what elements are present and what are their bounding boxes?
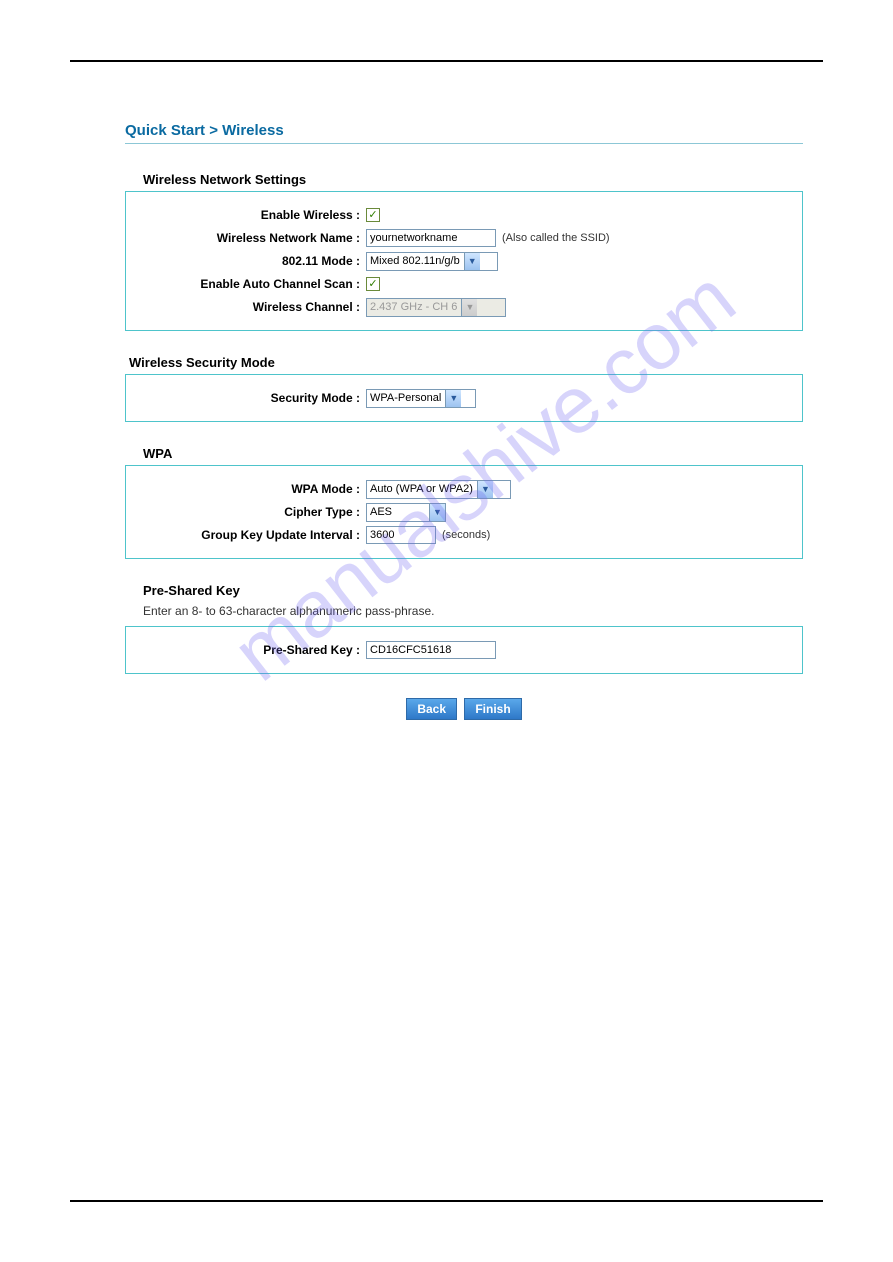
breadcrumb: Quick Start > Wireless xyxy=(125,122,803,144)
select-80211-mode[interactable]: Mixed 802.11n/g/b ▼ xyxy=(366,252,498,271)
finish-button[interactable]: Finish xyxy=(464,698,521,720)
label-auto-channel: Enable Auto Channel Scan : xyxy=(136,277,366,291)
panel-security: Security Mode : WPA-Personal ▼ xyxy=(125,374,803,422)
label-network-name: Wireless Network Name : xyxy=(136,231,366,245)
checkbox-enable-wireless[interactable]: ✓ xyxy=(366,208,380,222)
label-enable-wireless: Enable Wireless : xyxy=(136,208,366,222)
chevron-down-icon: ▼ xyxy=(461,299,477,316)
select-security-mode[interactable]: WPA-Personal ▼ xyxy=(366,389,476,408)
section-title-security: Wireless Security Mode xyxy=(129,355,803,370)
chevron-down-icon: ▼ xyxy=(429,504,445,521)
input-network-name[interactable] xyxy=(366,229,496,247)
panel-network: Enable Wireless : ✓ Wireless Network Nam… xyxy=(125,191,803,331)
input-psk[interactable] xyxy=(366,641,496,659)
label-group-key: Group Key Update Interval : xyxy=(136,528,366,542)
section-title-psk: Pre-Shared Key xyxy=(143,583,803,598)
back-button[interactable]: Back xyxy=(406,698,457,720)
select-wireless-channel: 2.437 GHz - CH 6 ▼ xyxy=(366,298,506,317)
checkbox-auto-channel[interactable]: ✓ xyxy=(366,277,380,291)
panel-wpa: WPA Mode : Auto (WPA or WPA2) ▼ Cipher T… xyxy=(125,465,803,559)
help-text-psk: Enter an 8- to 63-character alphanumeric… xyxy=(143,604,803,618)
label-psk: Pre-Shared Key : xyxy=(136,643,366,657)
label-wpa-mode: WPA Mode : xyxy=(136,482,366,496)
label-cipher-type: Cipher Type : xyxy=(136,505,366,519)
unit-seconds: (seconds) xyxy=(442,529,490,541)
button-row: Back Finish xyxy=(125,698,803,720)
section-title-wpa: WPA xyxy=(143,446,803,461)
bottom-divider xyxy=(70,1200,823,1202)
chevron-down-icon: ▼ xyxy=(477,481,493,498)
select-wpa-mode[interactable]: Auto (WPA or WPA2) ▼ xyxy=(366,480,511,499)
select-cipher-type[interactable]: AES ▼ xyxy=(366,503,446,522)
hint-ssid: (Also called the SSID) xyxy=(502,232,610,244)
label-wireless-channel: Wireless Channel : xyxy=(136,300,366,314)
section-title-network: Wireless Network Settings xyxy=(143,172,803,187)
panel-psk: Pre-Shared Key : xyxy=(125,626,803,674)
input-group-key[interactable] xyxy=(366,526,436,544)
label-security-mode: Security Mode : xyxy=(136,391,366,405)
chevron-down-icon: ▼ xyxy=(464,253,480,270)
chevron-down-icon: ▼ xyxy=(445,390,461,407)
label-80211-mode: 802.11 Mode : xyxy=(136,254,366,268)
